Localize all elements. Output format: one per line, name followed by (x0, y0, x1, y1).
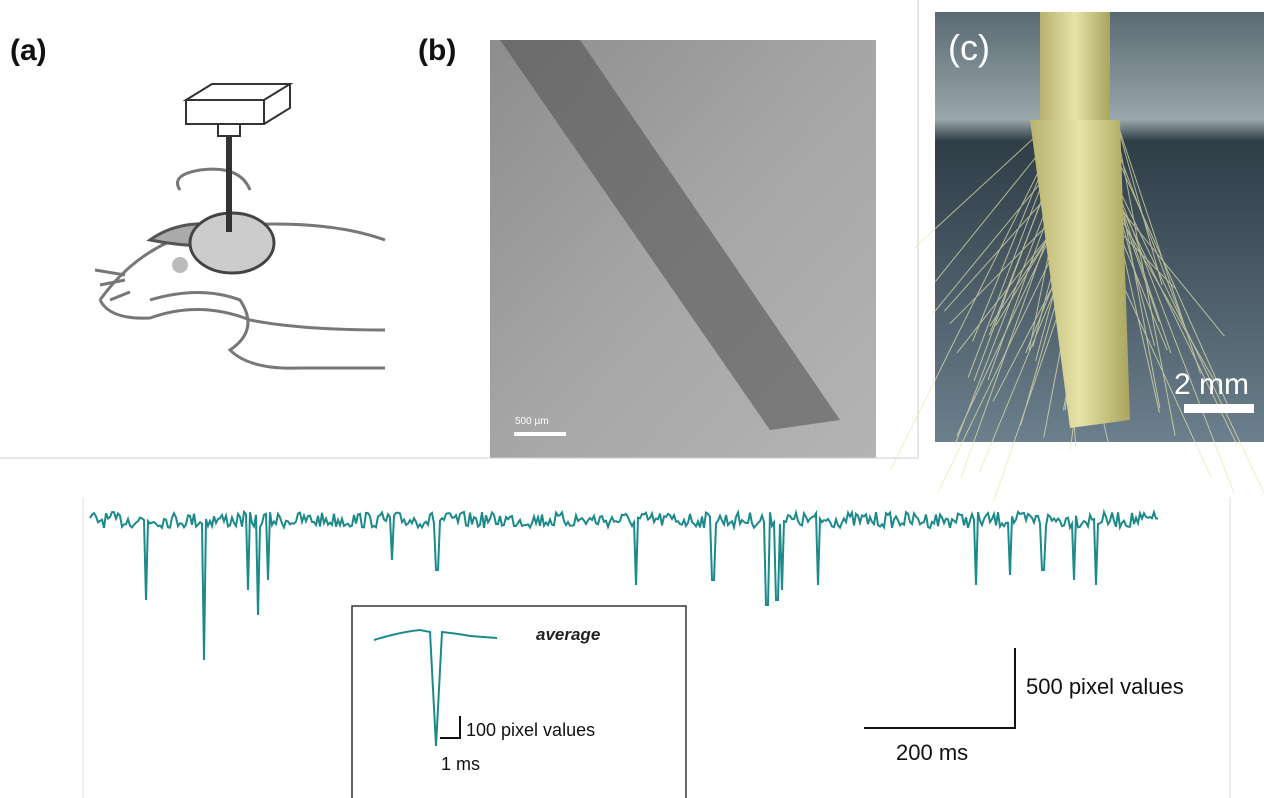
inset (352, 606, 686, 798)
panel-b: (b) 500 µm (418, 34, 876, 458)
figure: (a) (b) 500 µm (c) 2 mm (0, 0, 1264, 798)
scale-bar (514, 432, 566, 436)
panel-d: average 100 pixel values 1 ms 500 pixel … (83, 497, 1230, 798)
connector (218, 124, 240, 136)
panel-c: (c) 2 mm (890, 12, 1264, 502)
panel-label: (b) (418, 34, 456, 67)
inset-title: average (536, 625, 600, 644)
panel-a: (a) (10, 34, 385, 368)
eye (172, 257, 188, 273)
camera (186, 84, 290, 124)
scale-label: 200 ms (896, 740, 968, 765)
scale-bar (864, 648, 1015, 728)
panel-label: (a) (10, 34, 47, 67)
scale-label: 500 pixel values (1026, 674, 1184, 699)
scale-label: 500 µm (515, 416, 549, 427)
panel-label: (c) (948, 27, 990, 68)
scale-label: 2 mm (1174, 368, 1249, 401)
bundle-top (1040, 12, 1110, 122)
scale-label: 100 pixel values (466, 720, 595, 740)
scale-label: 1 ms (441, 754, 480, 774)
scale-bar (1184, 404, 1254, 413)
fiber (226, 122, 232, 232)
